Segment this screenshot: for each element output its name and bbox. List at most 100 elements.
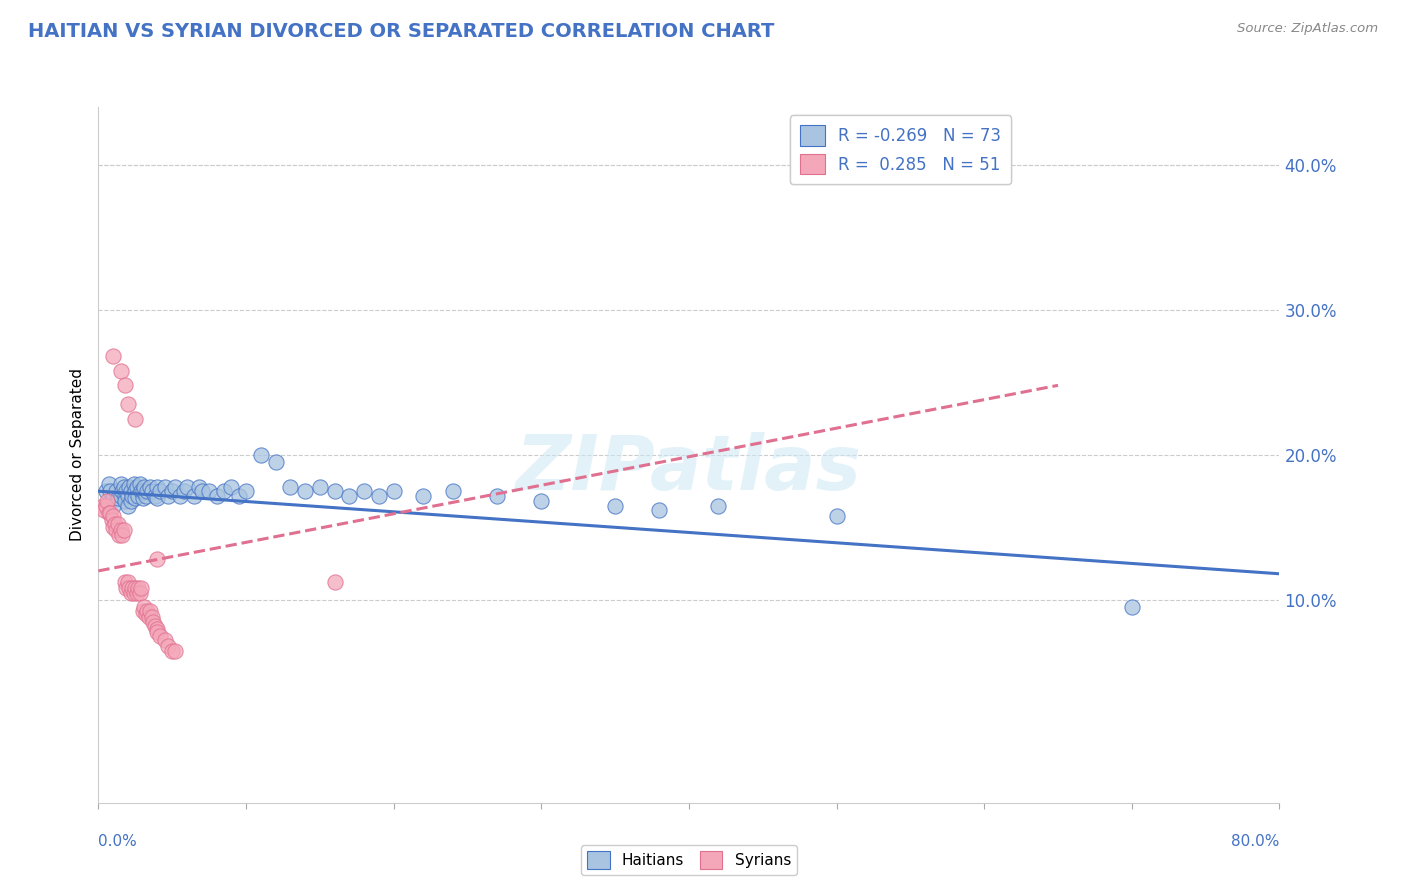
Point: [278, 480, 302, 494]
Point: [169, 489, 191, 503]
Point: [143, 619, 166, 633]
Point: [124, 582, 146, 596]
Point: [94, 484, 117, 499]
Point: [104, 517, 127, 532]
Point: [146, 622, 169, 636]
Point: [136, 484, 159, 499]
Point: [124, 484, 146, 499]
Text: HAITIAN VS SYRIAN DIVORCED OR SEPARATED CORRELATION CHART: HAITIAN VS SYRIAN DIVORCED OR SEPARATED …: [28, 22, 775, 41]
Point: [139, 480, 162, 494]
Point: [96, 494, 118, 508]
Point: [205, 489, 228, 503]
Point: [121, 582, 143, 596]
Point: [98, 484, 121, 499]
Point: [114, 489, 136, 503]
Point: [111, 527, 134, 541]
Point: [100, 513, 122, 527]
Point: [136, 605, 159, 619]
Point: [382, 484, 405, 499]
Point: [124, 411, 146, 425]
Point: [117, 499, 139, 513]
Point: [441, 484, 464, 499]
Text: 0.0%: 0.0%: [98, 834, 138, 849]
Point: [103, 350, 125, 364]
Point: [105, 523, 128, 537]
Point: [648, 503, 671, 517]
Point: [107, 491, 129, 506]
Point: [120, 585, 142, 599]
Point: [825, 508, 848, 523]
Point: [337, 489, 360, 503]
Point: [153, 633, 176, 648]
Point: [142, 615, 165, 629]
Point: [132, 491, 155, 506]
Text: Source: ZipAtlas.com: Source: ZipAtlas.com: [1237, 22, 1378, 36]
Point: [115, 582, 138, 596]
Point: [153, 480, 176, 494]
Point: [105, 484, 128, 499]
Point: [114, 378, 136, 392]
Text: 80.0%: 80.0%: [1232, 834, 1279, 849]
Point: [219, 480, 242, 494]
Point: [127, 582, 149, 596]
Point: [112, 523, 135, 537]
Point: [117, 397, 139, 411]
Point: [93, 503, 115, 517]
Point: [103, 499, 125, 513]
Point: [368, 489, 391, 503]
Point: [176, 480, 198, 494]
Point: [138, 610, 160, 624]
Point: [146, 480, 169, 494]
Point: [165, 643, 187, 657]
Point: [146, 491, 169, 506]
Point: [107, 517, 129, 532]
Point: [323, 484, 346, 499]
Point: [191, 484, 214, 499]
Point: [605, 499, 627, 513]
Legend: R = -0.269   N = 73, R =  0.285   N = 51: R = -0.269 N = 73, R = 0.285 N = 51: [790, 115, 1011, 185]
Point: [228, 489, 250, 503]
Point: [134, 600, 156, 615]
Point: [309, 480, 332, 494]
Text: ZIPatlas: ZIPatlas: [516, 432, 862, 506]
Point: [412, 489, 434, 503]
Point: [198, 484, 221, 499]
Point: [707, 499, 730, 513]
Point: [212, 484, 235, 499]
Point: [91, 499, 114, 513]
Point: [111, 484, 134, 499]
Point: [120, 494, 142, 508]
Point: [110, 476, 132, 491]
Point: [103, 520, 125, 534]
Point: [135, 489, 157, 503]
Point: [114, 494, 136, 508]
Point: [156, 489, 179, 503]
Point: [149, 629, 172, 643]
Point: [141, 610, 163, 624]
Point: [146, 624, 169, 639]
Point: [250, 448, 273, 462]
Point: [1121, 600, 1143, 615]
Point: [530, 494, 553, 508]
Point: [121, 489, 143, 503]
Point: [128, 585, 150, 599]
Point: [132, 484, 155, 499]
Point: [353, 484, 375, 499]
Point: [122, 476, 145, 491]
Point: [128, 476, 150, 491]
Point: [135, 607, 157, 622]
Point: [149, 484, 172, 499]
Point: [162, 484, 183, 499]
Legend: Haitians, Syrians: Haitians, Syrians: [581, 845, 797, 875]
Point: [127, 489, 149, 503]
Point: [124, 491, 146, 506]
Point: [117, 575, 139, 590]
Point: [187, 480, 209, 494]
Point: [125, 480, 148, 494]
Point: [118, 582, 141, 596]
Point: [134, 480, 156, 494]
Point: [139, 605, 162, 619]
Point: [486, 489, 509, 503]
Point: [156, 639, 179, 653]
Point: [118, 480, 141, 494]
